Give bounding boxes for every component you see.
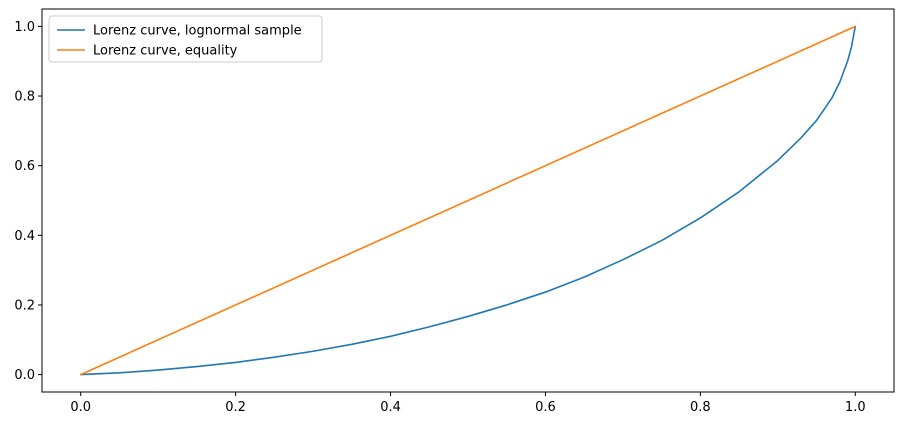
series-line-0 (79, 25, 857, 376)
legend-label-1: Lorenz curve, equality (93, 44, 238, 59)
legend-label-0: Lorenz curve, lognormal sample (93, 24, 302, 39)
legend: Lorenz curve, lognormal sample Lorenz cur… (48, 15, 323, 63)
x-tick-label: 0.2 (225, 400, 246, 415)
y-axis-ticks: 0.0 0.2 0.4 0.6 0.8 1.0 (14, 20, 42, 383)
legend-box (48, 15, 323, 63)
series-lines (79, 25, 857, 376)
y-tick-label: 0.6 (14, 159, 35, 174)
x-tick-label: 0.4 (380, 400, 401, 415)
x-tick-label: 0.6 (535, 400, 556, 415)
y-tick-label: 0.0 (14, 368, 35, 383)
y-tick-label: 0.8 (14, 90, 35, 105)
series-line-1 (79, 25, 857, 376)
x-axis-ticks: 0.0 0.2 0.4 0.6 0.8 1.0 (70, 392, 866, 415)
x-tick-label: 0.8 (690, 400, 711, 415)
plot-frame (41, 8, 895, 393)
y-tick-label: 0.2 (14, 298, 35, 313)
x-tick-label: 0.0 (70, 400, 91, 415)
x-tick-label: 1.0 (845, 400, 866, 415)
y-tick-label: 0.4 (14, 229, 35, 244)
y-tick-label: 1.0 (14, 20, 35, 35)
